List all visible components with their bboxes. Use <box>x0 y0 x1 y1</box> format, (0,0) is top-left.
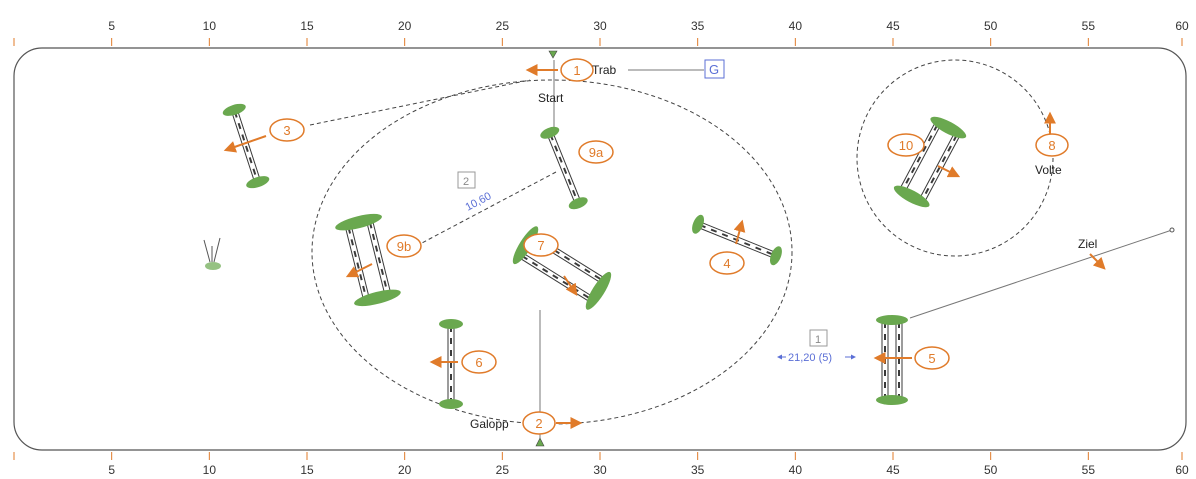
obstacle-1-number: 1 <box>573 63 580 78</box>
bottom-scale-tick-label: 50 <box>984 463 998 477</box>
bottom-scale-tick-label: 55 <box>1082 463 1096 477</box>
g-marker-box <box>704 59 725 79</box>
distance-1-box <box>809 329 828 347</box>
bottom-scale-tick-label: 60 <box>1175 463 1189 477</box>
obstacle-2: Galopp 2 <box>470 411 583 435</box>
top-scale-tick-label: 40 <box>789 19 803 33</box>
volte-label: Volte <box>1035 163 1062 177</box>
bottom-scale-tick-label: 20 <box>398 463 412 477</box>
obstacle-4: 4 <box>692 214 782 275</box>
obstacle-4-number: 4 <box>723 256 730 271</box>
path-9a-to-9b <box>419 171 557 245</box>
distance-1-label: 21,20 (5) <box>788 352 832 364</box>
obstacle-7: 7 <box>512 226 612 310</box>
top-scale: 5 10 15 20 25 30 35 40 45 50 55 60 <box>13 19 1189 46</box>
bottom-scale-tick-label: 25 <box>496 463 510 477</box>
bottom-scale-tick-label: 10 <box>203 463 217 477</box>
g-marker: G <box>709 62 719 77</box>
obstacle-8-number: 8 <box>1048 138 1055 153</box>
top-scale-tick-label: 35 <box>691 19 705 33</box>
obstacle-2-number: 2 <box>535 416 542 431</box>
obstacle-3-number: 3 <box>283 123 290 138</box>
distance-2-label: 10,60 <box>463 190 493 214</box>
plant-decoration-icon <box>203 237 221 270</box>
bottom-scale-tick-label: 30 <box>593 463 607 477</box>
obstacle-5: 5 <box>873 315 950 405</box>
volte-circle-path <box>856 59 1054 257</box>
trab-label: Trab <box>592 63 617 77</box>
top-scale-tick-label: 30 <box>593 19 607 33</box>
obstacle-10-number: 10 <box>899 138 913 153</box>
distance-2-box <box>457 171 476 189</box>
obstacle-5-number: 5 <box>928 351 935 366</box>
obstacle-9a: 9a <box>540 126 614 210</box>
bottom-scale-tick-label: 5 <box>108 463 115 477</box>
obstacle-8: 8 Volte <box>1035 111 1069 177</box>
bottom-scale: 5 10 15 20 25 30 35 40 45 50 55 60 <box>13 452 1189 477</box>
top-scale-tick-label: 50 <box>984 19 998 33</box>
distance-1-box-label: 1 <box>815 334 821 346</box>
obstacle-6-number: 6 <box>475 355 482 370</box>
ziel-label: Ziel <box>1078 237 1097 251</box>
galopp-marker-icon <box>535 437 545 447</box>
start-marker-icon <box>548 50 558 59</box>
obstacle-6: 6 <box>429 319 497 409</box>
top-scale-tick-label: 60 <box>1175 19 1189 33</box>
bottom-scale-tick-label: 40 <box>789 463 803 477</box>
start-label: Start <box>538 91 564 105</box>
bottom-scale-tick-label: 45 <box>886 463 900 477</box>
arena-outline <box>13 47 1187 451</box>
galopp-label: Galopp <box>470 417 509 431</box>
top-scale-tick-label: 55 <box>1082 19 1096 33</box>
distance-2-box-label: 2 <box>463 176 469 188</box>
top-scale-tick-label: 10 <box>203 19 217 33</box>
obstacle-7-number: 7 <box>537 238 544 253</box>
top-scale-tick-label: 25 <box>496 19 510 33</box>
bottom-scale-tick-label: 15 <box>300 463 314 477</box>
top-scale-tick-label: 20 <box>398 19 412 33</box>
obstacle-3: 3 <box>222 103 305 189</box>
top-scale-tick-label: 45 <box>886 19 900 33</box>
obstacle-9b-number: 9b <box>397 239 411 254</box>
top-scale-tick-label: 5 <box>108 19 115 33</box>
ziel-marker <box>1169 227 1175 233</box>
path-3-to-start <box>309 79 531 126</box>
obstacle-9a-number: 9a <box>589 145 604 160</box>
obstacle-10: 10 <box>887 116 967 208</box>
top-scale-tick-label: 15 <box>300 19 314 33</box>
ziel-arrow-icon <box>1089 253 1106 270</box>
obstacle-9b: 9b <box>335 213 422 307</box>
bottom-scale-tick-label: 35 <box>691 463 705 477</box>
path-5-to-ziel <box>909 229 1173 319</box>
obstacle-1: 1 <box>525 58 594 82</box>
